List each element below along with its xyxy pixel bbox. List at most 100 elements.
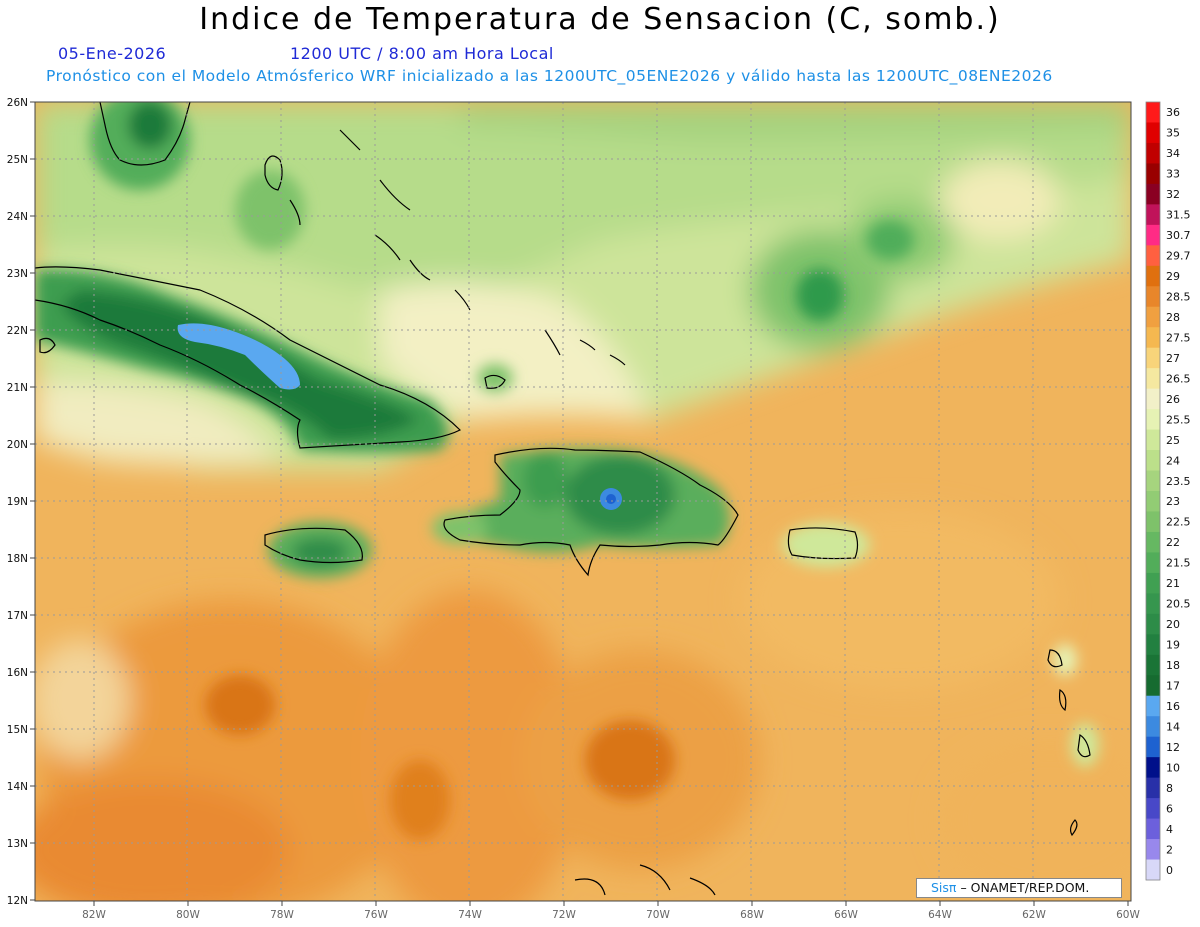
colorbar-label: 8 xyxy=(1166,782,1173,795)
lat-label: 19N xyxy=(7,496,28,508)
lon-label: 60W xyxy=(1116,909,1140,921)
colorbar-swatch xyxy=(1146,552,1160,574)
grid-lines xyxy=(35,102,1131,901)
lon-label: 78W xyxy=(270,909,294,921)
colorbar-swatch xyxy=(1146,491,1160,512)
lon-label: 68W xyxy=(740,909,764,921)
sis-logo-text: Sisπ xyxy=(931,880,957,895)
colorbar-swatch xyxy=(1146,347,1160,369)
colorbar-label: 20 xyxy=(1166,618,1180,631)
colorbar-swatch xyxy=(1146,470,1160,492)
lat-label: 17N xyxy=(7,610,28,622)
lat-label: 13N xyxy=(7,838,28,850)
colorbar-label: 17 xyxy=(1166,680,1180,693)
colorbar-swatch xyxy=(1146,777,1160,799)
colorbar-swatch xyxy=(1146,634,1160,656)
colorbar-swatch xyxy=(1146,327,1160,349)
colorbar-swatch xyxy=(1146,245,1160,267)
lon-label: 72W xyxy=(552,909,576,921)
colorbar-swatch xyxy=(1146,798,1160,820)
colorbar-label: 19 xyxy=(1166,639,1180,652)
colorbar-swatch xyxy=(1146,818,1160,840)
colorbar-swatch xyxy=(1146,183,1160,205)
colorbar-label: 29.7 xyxy=(1166,250,1191,263)
lat-label: 23N xyxy=(7,268,28,280)
colorbar-swatch xyxy=(1146,757,1160,779)
colorbar-swatch xyxy=(1146,368,1160,390)
colorbar-label: 32 xyxy=(1166,188,1180,201)
lat-label: 12N xyxy=(7,895,28,907)
lat-label: 24N xyxy=(7,211,28,223)
lat-label: 22N xyxy=(7,325,28,337)
colorbar-label: 4 xyxy=(1166,823,1173,836)
lat-label: 25N xyxy=(7,154,28,166)
colorbar-label: 34 xyxy=(1166,147,1180,160)
colorbar-label: 12 xyxy=(1166,741,1180,754)
colorbar-label: 28 xyxy=(1166,311,1180,324)
lon-label: 76W xyxy=(364,909,388,921)
colorbar-swatch xyxy=(1146,204,1160,226)
lat-label: 14N xyxy=(7,781,28,793)
colorbar-swatch xyxy=(1146,695,1160,717)
colorbar-label: 21.5 xyxy=(1166,557,1191,570)
colorbar-swatch xyxy=(1146,654,1160,676)
colorbar-swatch xyxy=(1146,224,1160,246)
lat-label: 20N xyxy=(7,439,28,451)
lon-label: 82W xyxy=(82,909,106,921)
longitude-axis: 82W 80W 78W 76W 74W 72W 70W 68W 66W 64W 62W 60W xyxy=(82,901,1140,921)
lat-label: 15N xyxy=(7,724,28,736)
colorbar-label: 31.5 xyxy=(1166,209,1191,222)
colorbar-swatch xyxy=(1146,675,1160,697)
colorbar-label: 18 xyxy=(1166,659,1180,672)
colorbar-label: 16 xyxy=(1166,700,1180,713)
colorbar-label: 27.5 xyxy=(1166,331,1191,344)
model-description: Pronóstico con el Modelo Atmósferico WRF… xyxy=(46,67,1053,85)
lon-label: 62W xyxy=(1022,909,1046,921)
coastlines xyxy=(35,102,1091,896)
colorbar-swatch xyxy=(1146,306,1160,328)
colorbar-swatch xyxy=(1146,265,1160,287)
colorbar-label: 24 xyxy=(1166,454,1180,467)
colorbar-label: 14 xyxy=(1166,720,1180,733)
colorbar-swatch xyxy=(1146,572,1160,594)
colorbar-label: 23.5 xyxy=(1166,475,1191,488)
colorbar-label: 36 xyxy=(1166,106,1180,119)
colorbar-label: 26.5 xyxy=(1166,372,1191,385)
colorbar-label: 29 xyxy=(1166,270,1180,283)
colorbar-swatch xyxy=(1146,593,1160,615)
colorbar-swatch xyxy=(1146,839,1160,861)
colorbar-label: 23 xyxy=(1166,495,1180,508)
colorbar-label: 2 xyxy=(1166,843,1173,856)
colorbar-label: 25 xyxy=(1166,434,1180,447)
temperature-field xyxy=(35,102,1131,901)
colorbar-label: 27 xyxy=(1166,352,1180,365)
colorbar-label: 22.5 xyxy=(1166,516,1191,529)
colorbar-label: 35 xyxy=(1166,127,1180,140)
colorbar-swatch xyxy=(1146,511,1160,533)
colorbar-swatch xyxy=(1146,736,1160,758)
forecast-time: 1200 UTC / 8:00 am Hora Local xyxy=(290,44,554,63)
colorbar-swatch xyxy=(1146,613,1160,635)
colorbar-label: 25.5 xyxy=(1166,413,1191,426)
colorbar-label: 30.7 xyxy=(1166,229,1191,242)
colorbar-label: 28.5 xyxy=(1166,291,1191,304)
colorbar-label: 6 xyxy=(1166,802,1173,815)
colorbar-label: 20.5 xyxy=(1166,598,1191,611)
colorbar-swatch xyxy=(1146,716,1160,738)
colorbar-swatch xyxy=(1146,531,1160,553)
colorbar-swatch xyxy=(1146,286,1160,308)
colorbar-swatch xyxy=(1146,163,1160,185)
lat-label: 21N xyxy=(7,382,28,394)
colorbar-swatch xyxy=(1146,429,1160,451)
lon-label: 70W xyxy=(646,909,670,921)
lat-label: 16N xyxy=(7,667,28,679)
colorbar-swatch xyxy=(1146,409,1160,431)
colorbar-swatch xyxy=(1146,142,1160,164)
colorbar-swatch xyxy=(1146,122,1160,144)
colorbar-label: 33 xyxy=(1166,168,1180,181)
map-title: Indice de Temperatura de Sensacion (C, s… xyxy=(199,2,1001,37)
colorbar-label: 26 xyxy=(1166,393,1180,406)
lat-label: 26N xyxy=(7,97,28,109)
lon-label: 64W xyxy=(928,909,952,921)
